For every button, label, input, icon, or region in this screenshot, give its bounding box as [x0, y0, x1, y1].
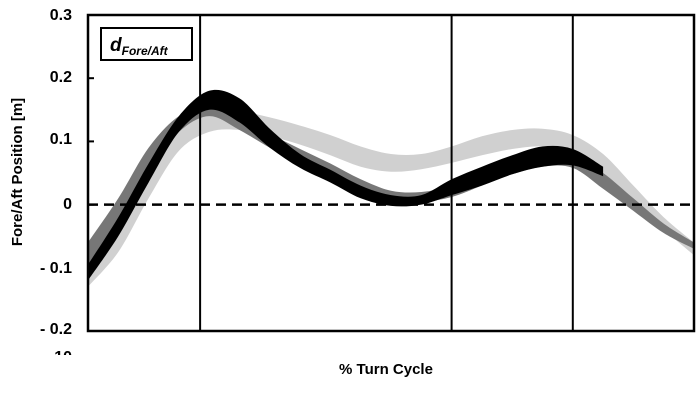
y-tick-labels: 0.3 0.2 0.1 0 - 0.1 - 0.2 — [40, 7, 72, 338]
y-tick-label: 0.1 — [50, 131, 72, 148]
partial-tick-label: 10 — [54, 349, 72, 366]
y-tick-label: 0.3 — [50, 7, 72, 24]
svg-text:dFore/Aft: dFore/Aft — [110, 35, 169, 58]
y-tick-label: 0.2 — [50, 69, 72, 86]
y-tick-label: - 0.2 — [40, 321, 72, 338]
legend-symbol: d — [110, 35, 122, 56]
overlays — [86, 13, 696, 333]
series-band-3 — [88, 89, 604, 281]
y-axis-title: Fore/Aft Position [m] — [9, 98, 26, 246]
series-bands — [88, 89, 694, 287]
y-tick-label: 0 — [63, 196, 72, 213]
x-axis-title: % Turn Cycle — [339, 361, 433, 378]
legend-subscript: Fore/Aft — [122, 44, 169, 58]
y-tick-label: - 0.1 — [40, 260, 72, 277]
legend-box: dFore/Aft — [100, 27, 193, 61]
plot-frame — [86, 13, 696, 333]
